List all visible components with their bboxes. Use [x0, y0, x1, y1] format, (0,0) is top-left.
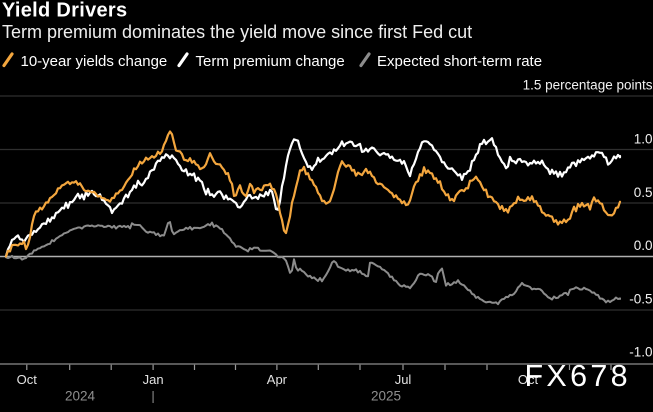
svg-text:0.5: 0.5	[634, 185, 653, 200]
svg-text:0.0: 0.0	[634, 238, 653, 253]
svg-text:FX678: FX678	[525, 359, 631, 393]
svg-text:10-year yields change: 10-year yields change	[21, 53, 168, 70]
svg-text:-1.0: -1.0	[629, 345, 652, 360]
svg-text:Oct: Oct	[17, 372, 38, 387]
svg-text:1.0: 1.0	[634, 132, 653, 147]
svg-text:Jan: Jan	[143, 372, 164, 387]
svg-text:Expected short-term rate: Expected short-term rate	[377, 53, 542, 70]
svg-text:1.5 percentage points: 1.5 percentage points	[523, 78, 653, 93]
svg-text:2024: 2024	[65, 389, 96, 404]
svg-text:Term premium change: Term premium change	[196, 53, 345, 70]
svg-text:Jul: Jul	[395, 372, 412, 387]
svg-text:-0.5: -0.5	[629, 292, 652, 307]
svg-text:Apr: Apr	[267, 372, 288, 387]
svg-text:|: |	[151, 389, 154, 404]
svg-text:Yield Drivers: Yield Drivers	[2, 0, 127, 22]
svg-text:Oct: Oct	[518, 372, 539, 387]
svg-text:2025: 2025	[371, 389, 401, 404]
svg-text:Term premium dominates the yie: Term premium dominates the yield move si…	[2, 22, 472, 42]
